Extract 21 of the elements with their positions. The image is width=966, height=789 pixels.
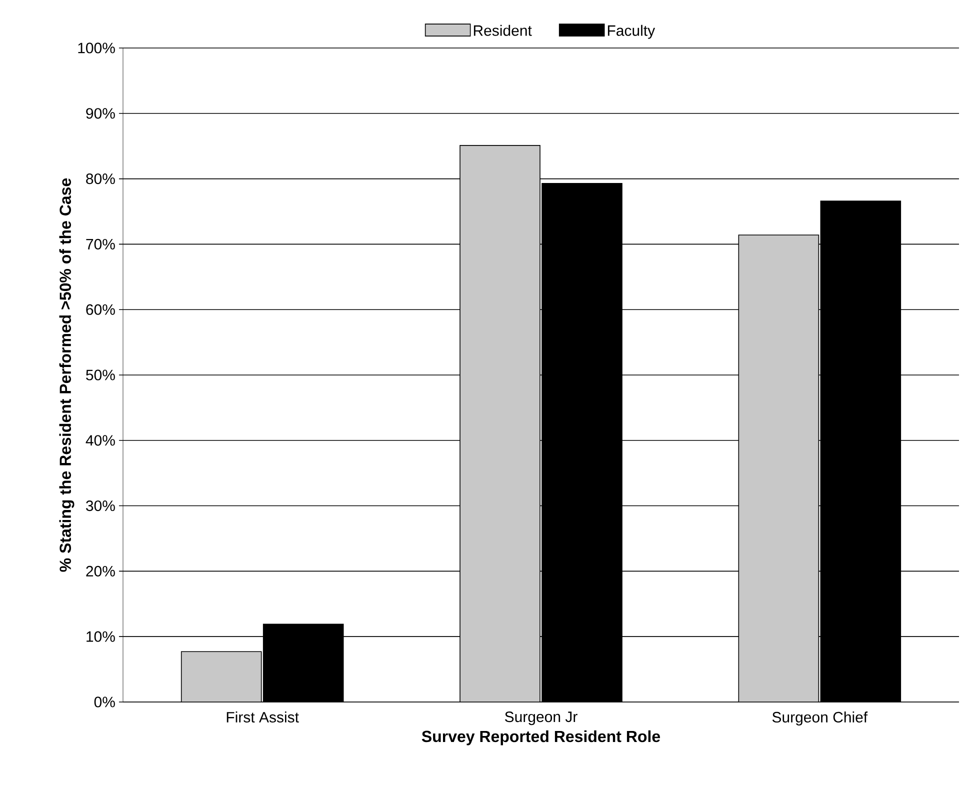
- y-tick-label: 90%: [86, 108, 115, 119]
- y-tick-label: 20%: [86, 566, 115, 576]
- y-tick-label: 50%: [86, 370, 115, 380]
- x-axis-title: Survey Reported Resident Role: [422, 730, 660, 746]
- y-tick-label: 80%: [86, 173, 115, 184]
- y-tick-label: 0%: [94, 696, 115, 708]
- bar: [180, 651, 262, 702]
- y-tick-label: 40%: [86, 435, 115, 446]
- y-tick-label: 30%: [86, 500, 115, 512]
- y-axis-title: % Stating the Resident Performed >50% of the Case: [59, 178, 74, 572]
- legend-label: Faculty: [608, 24, 656, 39]
- y-tick-label: 100%: [78, 42, 115, 54]
- legend-label: Resident: [474, 24, 532, 36]
- bar: [460, 145, 540, 702]
- y-tick-label: 10%: [86, 631, 115, 642]
- y-tick-label: 60%: [86, 304, 115, 315]
- y-tick-label: 70%: [86, 238, 115, 250]
- x-tick-label: Surgeon Jr: [504, 712, 578, 726]
- x-tick-label: First Assist: [226, 712, 299, 723]
- x-tick-label: Surgeon Chief: [772, 712, 868, 726]
- bar: [738, 234, 820, 702]
